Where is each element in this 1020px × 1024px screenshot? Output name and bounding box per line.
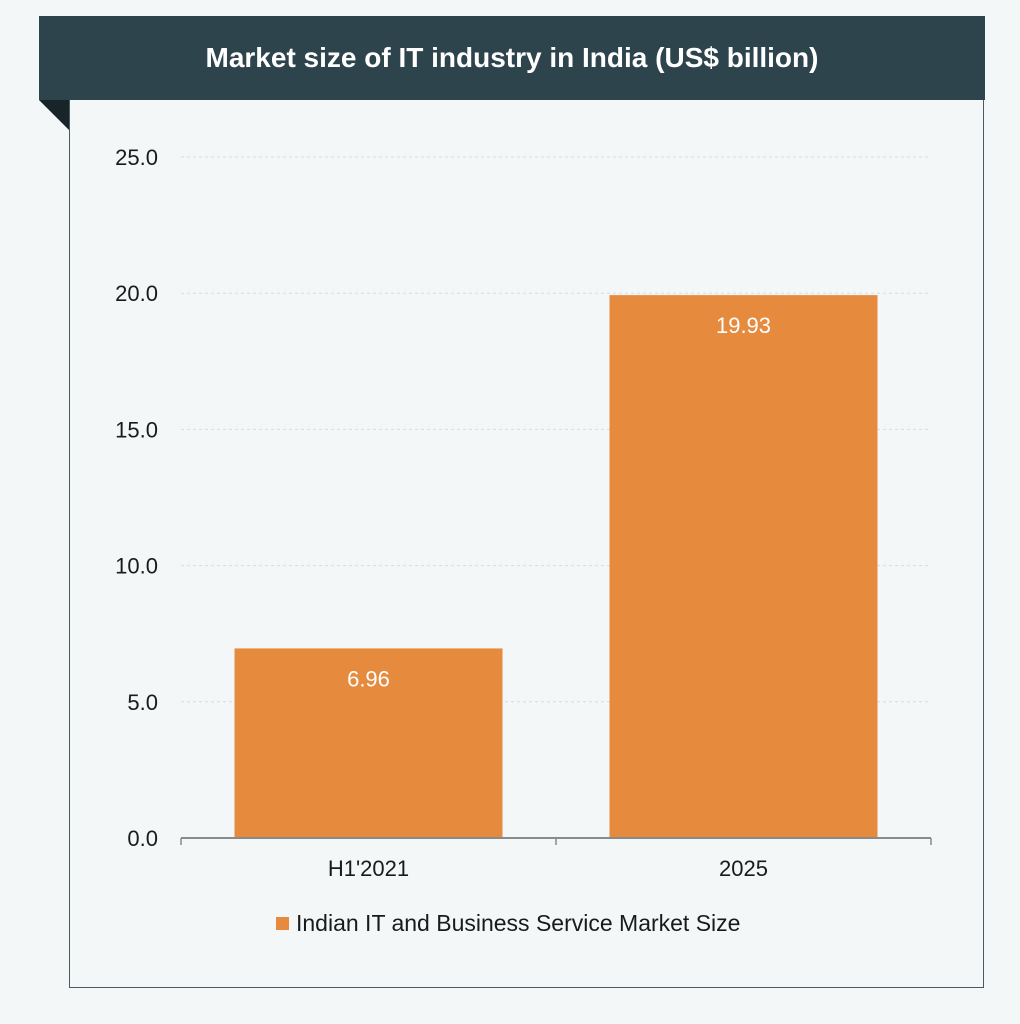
chart-title-banner: Market size of IT industry in India (US$… xyxy=(39,16,985,100)
legend-swatch xyxy=(276,916,289,930)
bar-data-label: 6.96 xyxy=(347,666,390,691)
x-tick-label: H1'2021 xyxy=(328,856,409,881)
banner-fold-decoration xyxy=(39,100,69,130)
y-tick-label: 10.0 xyxy=(115,554,158,579)
y-tick-label: 15.0 xyxy=(115,417,158,442)
legend-label: Indian IT and Business Service Market Si… xyxy=(296,909,741,936)
bar xyxy=(234,648,503,838)
x-tick-label: 2025 xyxy=(719,856,768,881)
bar-data-label: 19.93 xyxy=(716,313,771,338)
y-tick-label: 5.0 xyxy=(127,690,158,715)
chart-title: Market size of IT industry in India (US$… xyxy=(205,42,819,73)
chart-legend: Indian IT and Business Service Market Si… xyxy=(276,908,740,938)
y-tick-label: 20.0 xyxy=(115,281,158,306)
y-tick-label: 25.0 xyxy=(115,145,158,170)
y-tick-label: 0.0 xyxy=(127,826,158,851)
bar xyxy=(609,295,878,838)
